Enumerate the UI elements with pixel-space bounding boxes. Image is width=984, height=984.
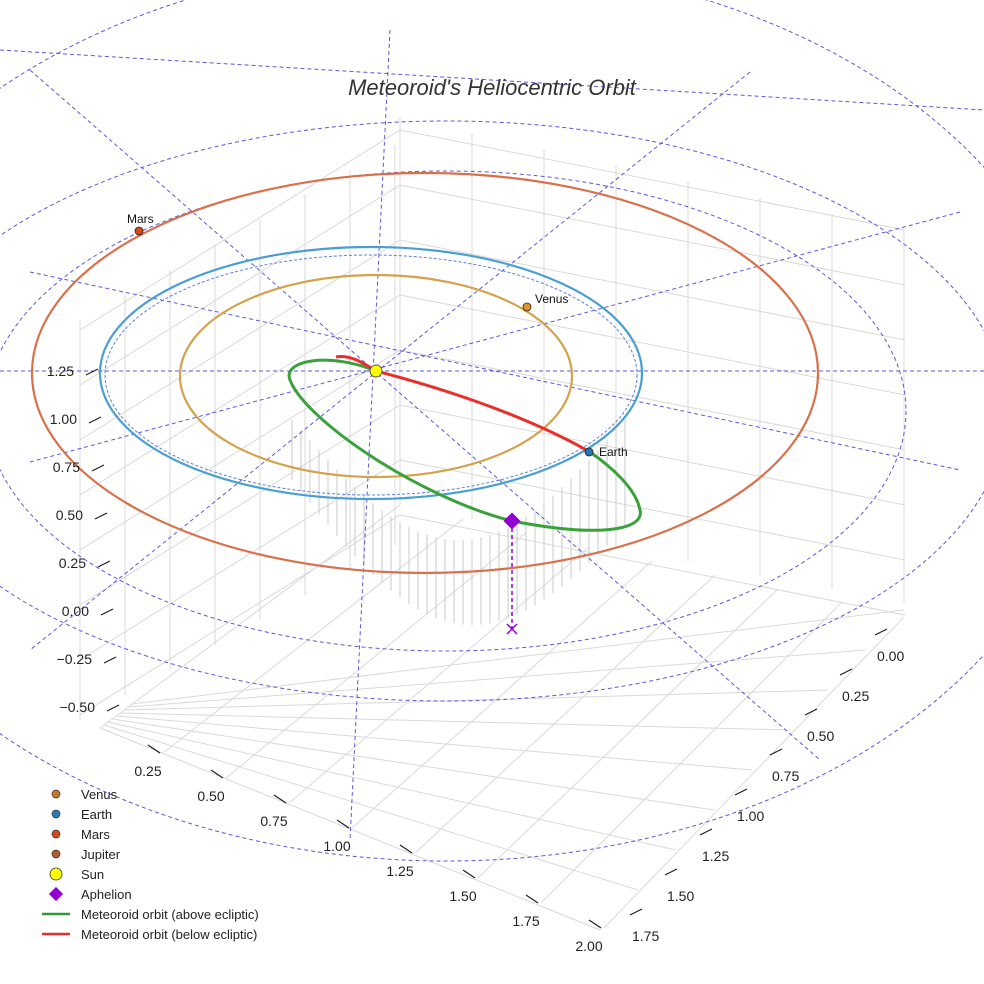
axis-ticks: 1.25 1.00 0.75 0.50 0.25 0.00 −0.25 −0.50 0.25 0.… <box>47 363 905 954</box>
grid-line <box>80 515 400 715</box>
grid-line <box>80 240 400 440</box>
legend-label: Meteoroid orbit (above ecliptic) <box>81 907 259 922</box>
venus-label: Venus <box>535 292 568 306</box>
legend-label: Earth <box>81 807 112 822</box>
z-tick-mark <box>95 513 107 519</box>
aphelion-projection-marker <box>507 624 517 634</box>
grid-line <box>352 561 652 828</box>
legend-marker <box>52 810 60 818</box>
y-tick-mark <box>840 669 852 675</box>
z-tick-mark <box>104 657 116 663</box>
y-tick-mark <box>630 909 642 915</box>
sun-marker <box>370 365 382 377</box>
x-tick-mark <box>526 895 538 903</box>
grid-line <box>132 610 904 704</box>
grid-line <box>400 295 905 395</box>
grid-line <box>124 690 828 710</box>
legend-label: Venus <box>81 787 118 802</box>
grid-line <box>400 185 905 285</box>
x-tick-label: 1.25 <box>386 863 413 879</box>
z-tick-mark <box>107 705 119 711</box>
z-tick-label: 0.50 <box>56 507 83 523</box>
mars-marker <box>135 227 143 235</box>
grid-line <box>478 589 778 878</box>
grid-line <box>104 725 638 890</box>
grid-line <box>108 722 676 850</box>
y-tick-label: 0.50 <box>807 728 834 744</box>
legend-marker <box>52 790 60 798</box>
y-tick-label: 1.50 <box>667 888 694 904</box>
legend-label: Meteoroid orbit (below ecliptic) <box>81 927 257 942</box>
x-tick-label: 0.25 <box>134 763 161 779</box>
aphelion-marker <box>504 513 521 530</box>
venus-marker <box>523 303 531 311</box>
grid-line <box>80 295 400 495</box>
z-tick-mark <box>92 465 104 471</box>
z-tick-mark <box>89 417 101 423</box>
z-tick-label: 0.75 <box>53 459 80 475</box>
grid-line <box>80 460 400 660</box>
mars-orbit <box>32 173 818 573</box>
z-tick-label: −0.25 <box>57 651 93 667</box>
legend-label: Mars <box>81 827 110 842</box>
z-tick-mark <box>86 369 98 375</box>
legend-label: Aphelion <box>81 887 132 902</box>
x-tick-label: 1.75 <box>512 913 539 929</box>
y-tick-label: 1.25 <box>702 848 729 864</box>
legend-marker <box>52 850 60 858</box>
z-tick-label: 1.25 <box>47 363 74 379</box>
y-tick-mark <box>665 869 677 875</box>
ecliptic-reference-grid <box>0 0 984 861</box>
y-tick-label: 0.25 <box>842 688 869 704</box>
y-tick-label: 1.75 <box>632 928 659 944</box>
grid-line <box>415 575 715 853</box>
chart-title: Meteoroid's Heliocentric Orbit <box>348 75 637 100</box>
z-tick-mark <box>101 609 113 615</box>
y-tick-label: 0.00 <box>877 648 904 664</box>
z-tick-mark <box>98 561 110 567</box>
mars-label: Mars <box>127 212 154 226</box>
z-tick-label: 1.00 <box>50 411 77 427</box>
y-tick-mark <box>875 629 887 635</box>
x-tick-mark <box>148 745 160 753</box>
legend-marker <box>50 868 62 880</box>
reference-ring <box>0 121 984 701</box>
y-tick-mark <box>700 829 712 835</box>
grid-line <box>541 603 841 903</box>
y-tick-label: 0.75 <box>772 768 799 784</box>
grid-line <box>604 617 904 928</box>
axis-grid <box>80 118 905 930</box>
grid-line <box>80 350 400 550</box>
y-tick-label: 1.00 <box>737 808 764 824</box>
orbits <box>32 173 818 573</box>
grid-line <box>100 728 600 930</box>
grid-line <box>80 130 400 330</box>
legend-marker <box>49 887 63 901</box>
x-tick-label: 0.75 <box>260 813 287 829</box>
z-tick-label: 0.25 <box>59 555 86 571</box>
meteoroid-orbit-above <box>289 360 640 530</box>
reference-ring <box>0 171 906 651</box>
grid-line <box>400 515 905 615</box>
legend-marker <box>52 830 60 838</box>
z-tick-label: −0.50 <box>60 699 96 715</box>
x-tick-label: 1.00 <box>323 838 350 854</box>
legend-label: Sun <box>81 867 104 882</box>
earth-label: Earth <box>599 445 628 459</box>
grid-line <box>400 130 905 230</box>
reference-ray <box>350 30 390 840</box>
x-tick-label: 2.00 <box>575 938 602 954</box>
grid-line <box>120 713 790 730</box>
x-tick-label: 1.50 <box>449 888 476 904</box>
legend-label: Jupiter <box>81 847 121 862</box>
earth-marker <box>585 448 593 456</box>
orbit-chart: Venus Earth Mars 1.25 1.00 0.75 0.50 0.25 0.00 −… <box>0 0 984 984</box>
x-tick-label: 0.50 <box>197 788 224 804</box>
z-tick-label: 0.00 <box>62 603 89 619</box>
grid-line <box>116 716 752 770</box>
